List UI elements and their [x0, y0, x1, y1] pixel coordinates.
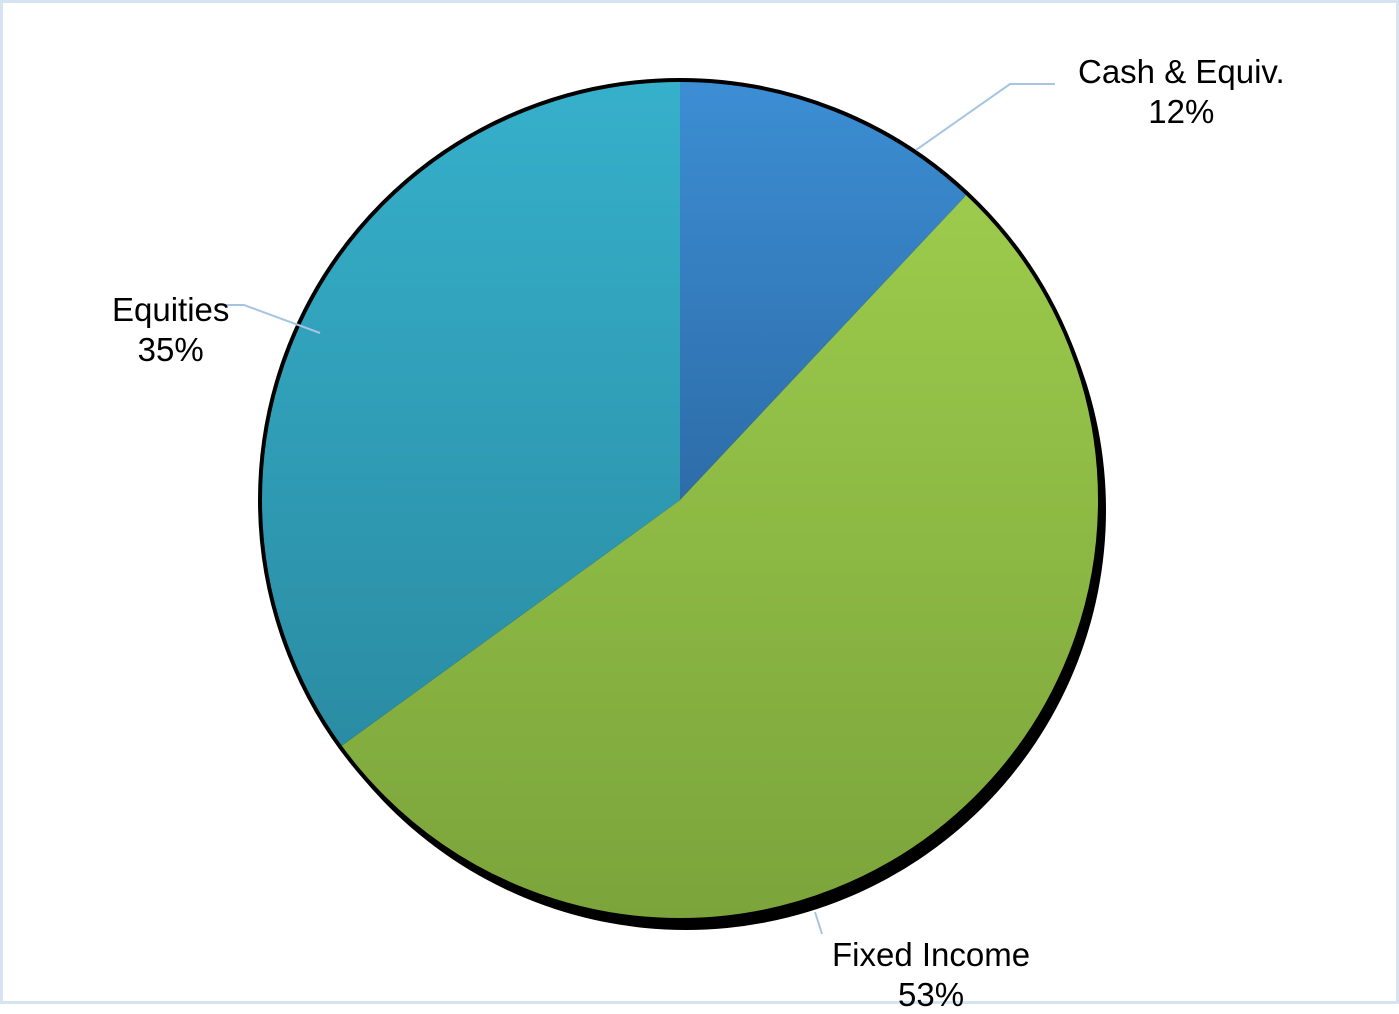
- slice-label-percent: 53%: [832, 975, 1030, 1014]
- slice-label-name: Equities: [112, 290, 229, 330]
- slice-label: Cash & Equiv.12%: [1078, 52, 1285, 131]
- slice-label: Equities35%: [112, 290, 229, 369]
- pie-chart-container: Cash & Equiv.12%Fixed Income53%Equities3…: [0, 0, 1399, 1004]
- slice-label-name: Fixed Income: [832, 935, 1030, 975]
- slice-label-percent: 35%: [112, 330, 229, 370]
- slice-label-percent: 12%: [1078, 92, 1285, 132]
- slice-label: Fixed Income53%: [832, 935, 1030, 1014]
- pie-chart-svg: [0, 0, 1399, 1004]
- slice-label-name: Cash & Equiv.: [1078, 52, 1285, 92]
